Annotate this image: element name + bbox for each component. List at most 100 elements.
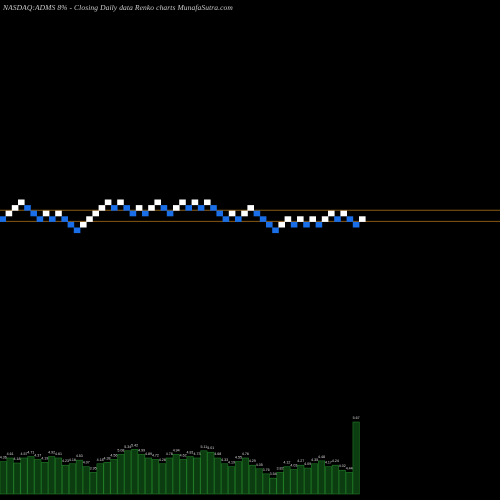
volume-bar [34, 459, 42, 495]
volume-bar [207, 451, 215, 495]
volume-label: 4.81 [187, 451, 194, 455]
volume-bar [165, 457, 173, 495]
volume-label: 4.78 [166, 452, 173, 456]
volume-bar [124, 450, 132, 495]
volume-labels: 4.364.614.184.57 4.714.374.194.92 4.614.23… [0, 416, 360, 476]
volume-label: 4.37 [34, 453, 41, 457]
volume-label: 4.61 [7, 452, 14, 456]
renko-brick-down [334, 216, 341, 222]
volume-label: 4.89 [145, 452, 152, 456]
renko-brick-up [247, 205, 254, 211]
renko-brick-down [129, 210, 137, 217]
renko-brick-down [73, 227, 81, 234]
renko-brick-down [123, 205, 130, 211]
renko-brick-down [272, 227, 279, 234]
renko-brick-up [278, 221, 285, 228]
renko-brick-up [18, 199, 25, 206]
volume-label: 3.82 [277, 466, 284, 470]
renko-brick-up [328, 210, 335, 217]
volume-bar [131, 449, 139, 495]
volume-bar [179, 459, 187, 495]
volume-label: 4.53 [76, 454, 83, 458]
volume-bar [41, 462, 49, 495]
volume-bar [145, 457, 153, 495]
volume-bar [228, 466, 236, 495]
volume-label: 5.34 [124, 445, 131, 449]
volume-bar [89, 472, 97, 495]
volume-label: 4.68 [214, 452, 221, 456]
renko-brick-down [36, 216, 44, 222]
volume-bar [193, 457, 201, 495]
renko-brick-up [11, 205, 19, 211]
volume-bar [61, 464, 69, 495]
volume-label: 5.67 [353, 416, 360, 420]
volume-bar [20, 457, 28, 495]
renko-brick-up [42, 210, 50, 217]
volume-label: 4.19 [41, 456, 48, 460]
renko-brick-up [135, 205, 143, 211]
renko-brick-down [185, 205, 192, 211]
volume-label: 4.24 [332, 459, 339, 463]
volume-label: 4.18 [97, 458, 104, 462]
renko-brick-up [321, 216, 329, 222]
volume-label: 4.27 [297, 459, 304, 463]
volume-bar [200, 450, 208, 495]
renko-brick-down [259, 216, 267, 222]
volume-label: 4.16 [69, 458, 76, 462]
volume-bar [117, 454, 125, 495]
volume-label: 4.19 [228, 461, 235, 465]
volume-label: 4.05 [256, 463, 263, 467]
volume-bar [318, 460, 326, 495]
volume-label: 4.33 [221, 458, 228, 462]
volume-label: 4.72 [152, 453, 159, 457]
renko-brick-down [266, 221, 273, 228]
volume-label: 5.08 [117, 448, 124, 452]
renko-brick-up [179, 199, 186, 206]
volume-label: 4.35 [311, 458, 318, 462]
renko-brick-up [148, 205, 155, 211]
reference-lines [0, 209, 500, 222]
volume-label: 4.38 [104, 456, 111, 460]
volume-bar [324, 466, 332, 495]
renko-brick-up [117, 199, 124, 206]
volume-bars [0, 421, 360, 495]
renko-brick-down [197, 205, 205, 211]
renko-brick-up [80, 221, 87, 228]
renko-brick-up [154, 199, 161, 206]
volume-label: 4.94 [173, 448, 180, 452]
volume-bar [345, 472, 353, 495]
volume-bar [27, 456, 35, 495]
volume-bar [82, 466, 90, 495]
volume-bar [96, 463, 104, 495]
volume-label: 4.57 [20, 452, 27, 456]
renko-brick-up [98, 205, 106, 211]
volume-label: 4.29 [249, 459, 256, 463]
renko-brick-down [0, 216, 6, 222]
volume-bar [68, 463, 76, 495]
renko-brick-up [284, 216, 292, 222]
renko-brick-down [210, 205, 217, 211]
volume-label: 4.71 [27, 451, 34, 455]
renko-brick-down [303, 221, 310, 228]
renko-brick-up [5, 210, 13, 217]
volume-bar [248, 464, 256, 495]
volume-bar [269, 477, 277, 495]
renko-brick-up [241, 210, 248, 217]
volume-bar [221, 463, 229, 495]
volume-label: 4.36 [0, 456, 7, 460]
volume-bar [276, 472, 284, 495]
renko-brick-down [290, 221, 298, 228]
renko-brick-down [346, 216, 354, 222]
renko-brick-down [30, 210, 37, 217]
volume-label: 4.76 [242, 452, 249, 456]
volume-bar [338, 469, 346, 495]
renko-brick-down [352, 221, 360, 228]
volume-label: 3.95 [90, 466, 97, 470]
renko-brick-down [160, 205, 168, 211]
volume-label: 3.76 [263, 468, 270, 472]
renko-brick-up [204, 199, 211, 206]
volume-bar [262, 473, 270, 495]
volume-label: 4.62 [180, 453, 187, 457]
volume-bar [6, 457, 14, 495]
